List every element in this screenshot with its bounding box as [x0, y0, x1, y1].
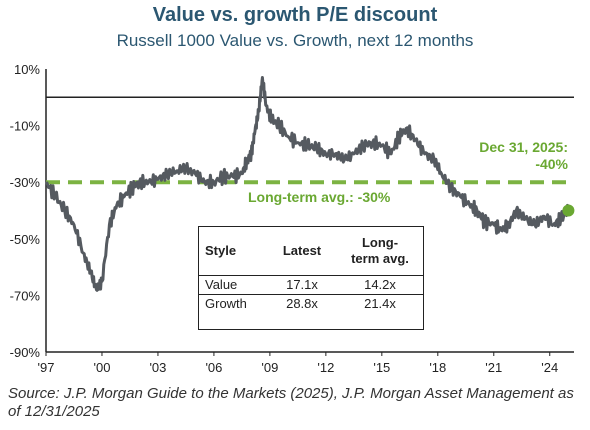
- y-tick-label: -50%: [10, 232, 41, 247]
- x-tick-label: '03: [149, 360, 166, 375]
- annotation-value: -40%: [535, 156, 568, 172]
- row-latest: 17.1x: [286, 276, 318, 292]
- y-tick-label: -70%: [10, 288, 41, 303]
- x-tick-label: '97: [38, 360, 55, 375]
- x-tick-label: '15: [373, 360, 390, 375]
- source-note: Source: J.P. Morgan Guide to the Markets…: [8, 385, 574, 420]
- x-tick-label: '21: [485, 360, 502, 375]
- x-tick-label: '18: [429, 360, 446, 375]
- x-tick-label: '12: [317, 360, 334, 375]
- table-header-latest: Latest: [282, 242, 322, 258]
- y-tick-label: -90%: [10, 345, 41, 360]
- annotation-date: Dec 31, 2025:: [479, 139, 568, 155]
- y-tick-label: -30%: [10, 175, 41, 190]
- row-avg: 14.2x: [364, 276, 396, 292]
- table-row: Growth 28.8x 21.4x: [199, 294, 423, 313]
- latest-point-marker: [562, 204, 575, 217]
- valuation-table: Style Latest Long- term avg. Value 17.1x…: [198, 226, 424, 330]
- table-header-avg-line1: Long-: [361, 234, 399, 250]
- y-tick-label: -10%: [10, 119, 41, 134]
- long-term-average-label: Long-term avg.: -30%: [248, 189, 391, 205]
- row-style: Value: [205, 276, 238, 292]
- chart-title: Value vs. growth P/E discount: [152, 4, 438, 26]
- y-tick-label: 10%: [14, 62, 40, 77]
- x-tick-label: '09: [261, 360, 278, 375]
- table-header-style: Style: [205, 242, 237, 258]
- row-style: Growth: [205, 295, 247, 311]
- table-header-avg-line2: term avg.: [351, 250, 409, 266]
- x-tick-label: '24: [541, 360, 558, 375]
- row-avg: 21.4x: [364, 295, 396, 311]
- series-line: [44, 76, 570, 292]
- x-tick-label: '00: [93, 360, 110, 375]
- chart-subtitle: Russell 1000 Value vs. Growth, next 12 m…: [116, 31, 474, 50]
- table-header-avg: Long- term avg.: [337, 227, 423, 275]
- x-tick-label: '06: [205, 360, 222, 375]
- row-latest: 28.8x: [286, 295, 318, 311]
- table-row: Value 17.1x 14.2x: [199, 275, 423, 294]
- pe-discount-chart: 10% -10% -30% -50% -70% -90%'97 '00 '03 '06 '09 '1…: [10, 62, 575, 375]
